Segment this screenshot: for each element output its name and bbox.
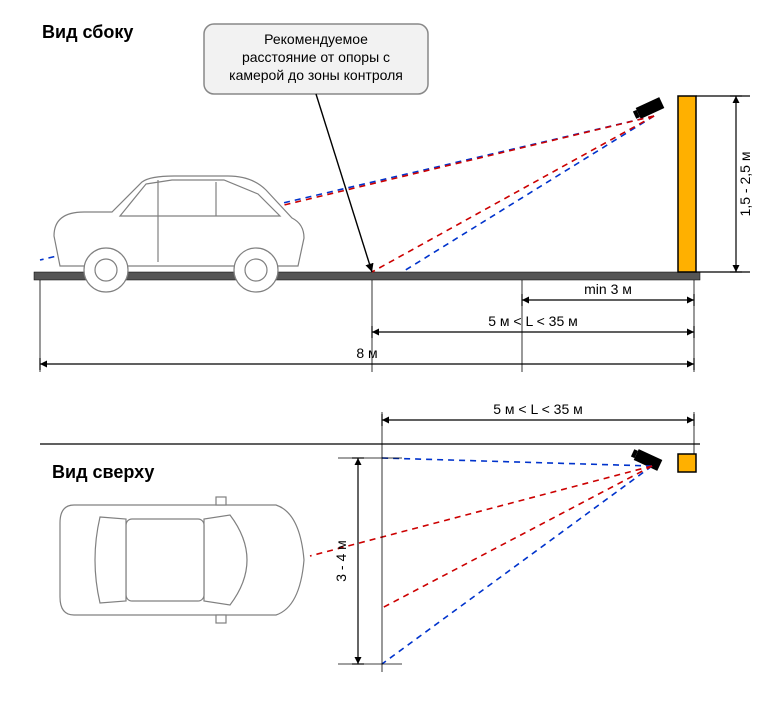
callout-line3: камерой до зоны контроля (229, 67, 403, 83)
car-top (60, 497, 304, 623)
side-view-title: Вид сбоку (42, 22, 133, 42)
fov-line (382, 466, 652, 664)
callout-line2: расстояние от опоры с (242, 49, 390, 65)
fov-line (404, 116, 654, 271)
callout-pointer (316, 94, 372, 272)
dimension-label-eight: 8 м (356, 345, 377, 361)
dimension-label-pole-height: 1,5 - 2,5 м (737, 152, 753, 217)
ground (34, 272, 700, 280)
fov-line (382, 458, 652, 466)
camera-pole-top (678, 454, 696, 472)
fov-line (310, 466, 652, 556)
camera-pole-side (678, 96, 696, 272)
top-view-title: Вид сверху (52, 462, 154, 482)
dimension-label-lrange-top: 5 м < L < 35 м (493, 401, 583, 417)
fov-line (382, 466, 652, 608)
dimension-label-lrange-side: 5 м < L < 35 м (488, 313, 578, 329)
callout-line1: Рекомендуемое (264, 31, 368, 47)
dimension-label-min3: min 3 м (584, 281, 632, 297)
fov-line (372, 116, 654, 272)
dimension-label-lane-width: 3 - 4 м (333, 540, 349, 582)
